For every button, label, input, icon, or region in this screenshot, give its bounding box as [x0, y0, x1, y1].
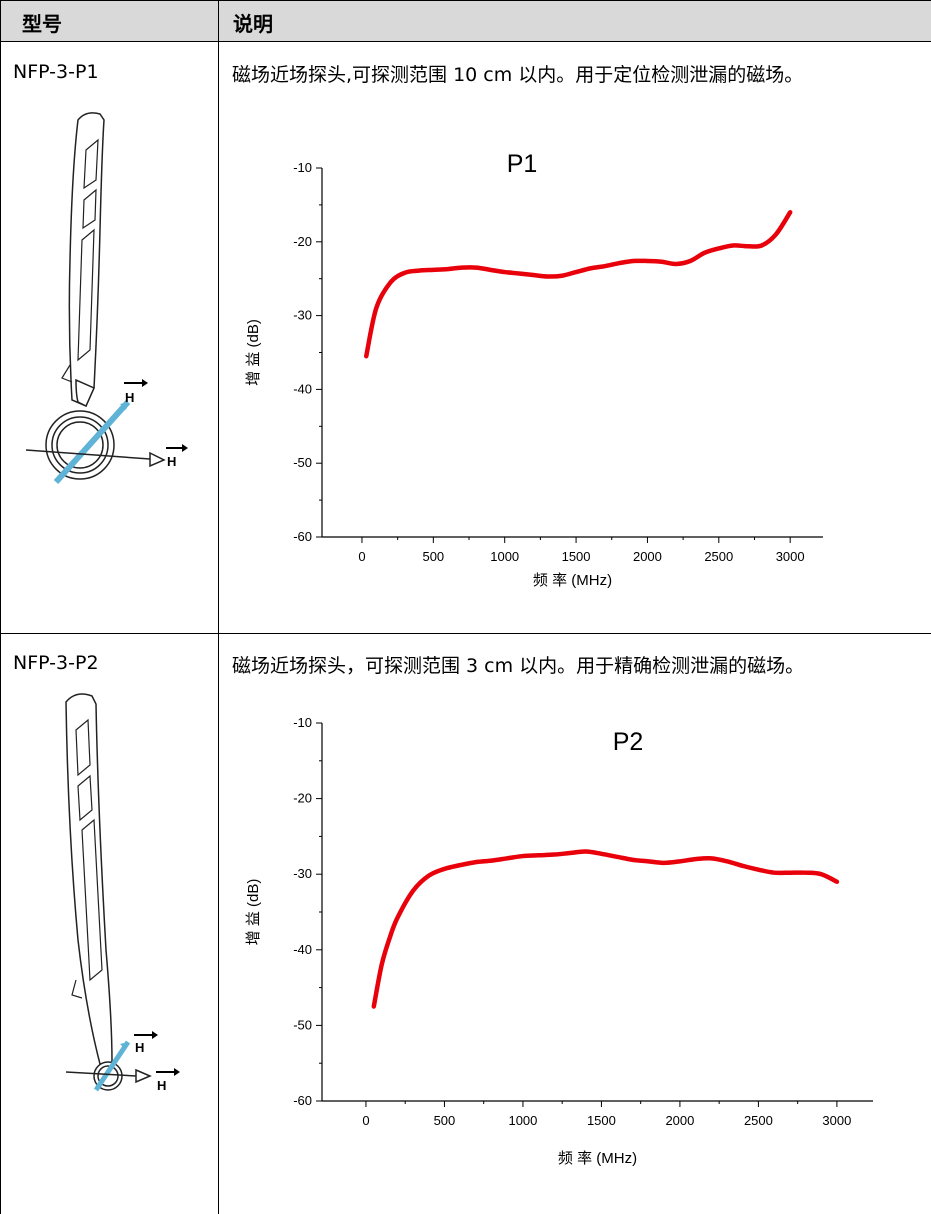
- x-tick-label: 3000: [822, 1113, 851, 1128]
- row1-description: 磁场近场探头,可探测范围 10 cm 以内。用于定位检测泄漏的磁场。: [232, 64, 804, 86]
- chart-title: P2: [613, 728, 644, 756]
- border-left: [0, 0, 1, 1214]
- x-tick-label: 1000: [508, 1113, 537, 1128]
- x-tick-label: 2000: [633, 549, 662, 564]
- x-tick-label: 500: [434, 1113, 456, 1128]
- chart-title: P1: [507, 150, 538, 178]
- y-axis-label: 增 益 (dB): [245, 879, 262, 946]
- series-line: [363, 210, 793, 359]
- p2-field-arrow-diagonal: [93, 1040, 131, 1092]
- x-tick-label: 2500: [704, 549, 733, 564]
- row1-model: NFP-3-P1: [13, 61, 99, 83]
- probe-p1-illustration: H H: [25, 112, 188, 485]
- x-axis-label: 频 率 (MHz): [533, 572, 612, 589]
- y-tick-label: -10: [293, 715, 312, 730]
- p1-field-arrow-diagonal: [53, 399, 131, 485]
- border-header-bottom: [0, 41, 931, 42]
- row2-description: 磁场近场探头，可探测范围 3 cm 以内。用于精确检测泄漏的磁场。: [232, 655, 805, 677]
- table-header: [0, 0, 931, 41]
- y-tick-label: -30: [293, 866, 312, 881]
- x-tick-label: 1000: [490, 549, 519, 564]
- x-tick-label: 0: [358, 549, 365, 564]
- x-tick-label: 2500: [744, 1113, 773, 1128]
- y-tick-label: -50: [293, 1017, 312, 1032]
- p1-h-label-1: H: [125, 390, 134, 405]
- p1-h-label-2: H: [167, 454, 176, 469]
- x-axis-label: 频 率 (MHz): [558, 1150, 637, 1167]
- y-tick-label: -50: [293, 455, 312, 470]
- y-axis-label: 增 益 (dB): [245, 319, 262, 386]
- border-row-separator: [0, 633, 931, 634]
- x-tick-label: 0: [362, 1113, 369, 1128]
- border-column-divider: [218, 0, 219, 1214]
- y-tick-label: -40: [293, 381, 312, 396]
- x-tick-label: 500: [422, 549, 444, 564]
- y-tick-label: -40: [293, 942, 312, 957]
- p2-h-label-2: H: [157, 1078, 166, 1093]
- header-description: 说明: [233, 12, 273, 36]
- p2-h-label-1: H: [135, 1040, 144, 1055]
- y-tick-label: -30: [293, 308, 312, 323]
- x-tick-label: 2000: [665, 1113, 694, 1128]
- p1-field-arrow-horizontal: [25, 449, 151, 460]
- row2-model: NFP-3-P2: [13, 652, 99, 674]
- border-top: [0, 0, 931, 1]
- y-tick-label: -60: [293, 529, 312, 544]
- x-tick-label: 1500: [587, 1113, 616, 1128]
- probe-p2-illustration: H H: [65, 693, 180, 1093]
- y-tick-label: -60: [293, 1093, 312, 1108]
- series-line: [371, 849, 840, 1009]
- y-tick-label: -20: [293, 234, 312, 249]
- y-tick-label: -10: [293, 160, 312, 175]
- header-model: 型号: [22, 12, 62, 36]
- x-tick-label: 1500: [562, 549, 591, 564]
- p2-field-arrow-horizontal: [65, 1071, 137, 1077]
- y-tick-label: -20: [293, 791, 312, 806]
- x-tick-label: 3000: [776, 549, 805, 564]
